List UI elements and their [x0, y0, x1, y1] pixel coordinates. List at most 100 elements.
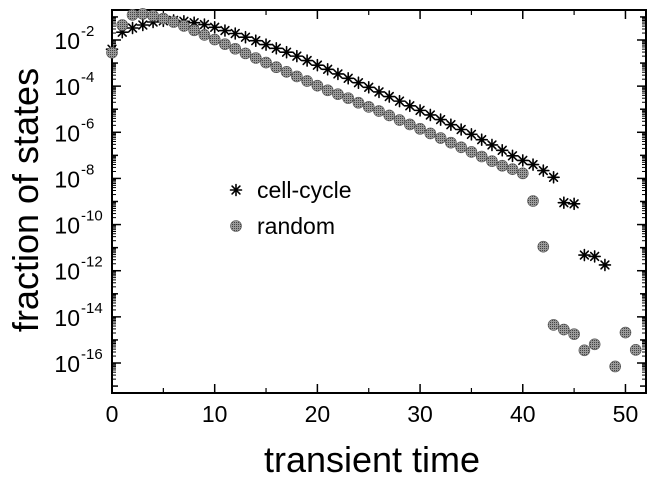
data-points: [105, 8, 642, 373]
cell-cycle-point: [259, 38, 273, 51]
cell-cycle-point: [208, 20, 221, 34]
cell-cycle-point: [495, 143, 509, 157]
random-point: [147, 9, 159, 22]
cell-cycle-point: [526, 158, 540, 171]
random-point: [198, 29, 211, 41]
x-tick-label: 40: [510, 401, 536, 427]
random-point: [249, 52, 262, 64]
y-tick-label: 10: [54, 213, 80, 239]
legend-marker-cell-cycle: [229, 183, 243, 197]
cell-cycle-point: [341, 71, 355, 85]
cell-cycle-point: [331, 67, 345, 81]
cell-cycle-point: [362, 80, 376, 94]
y-tick-exponent: -16: [81, 346, 103, 363]
y-tick-exponent: -12: [81, 254, 103, 271]
cell-cycle-point: [228, 27, 242, 40]
y-tick-label: 10: [54, 351, 80, 377]
cell-cycle-point: [516, 154, 530, 167]
random-point: [465, 146, 478, 158]
random-point: [434, 132, 447, 144]
random-point: [332, 88, 344, 101]
cell-cycle-point: [136, 18, 150, 32]
y-tick-exponent: -2: [81, 23, 94, 40]
x-tick-label: 10: [202, 401, 228, 427]
random-point: [588, 338, 601, 351]
legend-label: random: [257, 213, 335, 239]
y-tick-exponent: -4: [81, 69, 94, 86]
cell-cycle-point: [321, 62, 334, 76]
random-point: [609, 360, 621, 373]
random-point: [568, 328, 580, 340]
legend: cell-cycle random: [229, 177, 352, 239]
random-point: [116, 19, 129, 31]
cell-cycle-point: [198, 18, 211, 31]
cell-cycle-point: [598, 258, 612, 272]
y-tick-label: 10: [54, 166, 80, 192]
cell-cycle-point: [434, 113, 447, 126]
cell-cycle-point: [352, 76, 365, 89]
cell-cycle-point: [300, 54, 314, 67]
random-point: [373, 105, 385, 117]
cell-cycle-point: [280, 45, 293, 59]
cell-cycle-point: [588, 250, 601, 263]
random-point: [239, 47, 252, 60]
x-tick-label: 0: [106, 401, 119, 427]
cell-cycle-point: [403, 99, 417, 113]
random-point: [527, 195, 539, 207]
cell-cycle-point: [485, 138, 499, 152]
random-point: [455, 141, 467, 154]
random-point: [362, 101, 375, 113]
y-axis-title: fraction of states: [5, 68, 46, 332]
legend-label: cell-cycle: [257, 177, 352, 203]
cell-cycle-point: [290, 49, 304, 63]
cell-cycle-point: [218, 24, 232, 37]
random-point: [219, 38, 231, 50]
random-point: [475, 150, 488, 163]
random-point: [537, 240, 550, 253]
random-point: [342, 92, 354, 104]
cell-cycle-point: [249, 34, 263, 47]
random-point: [578, 344, 591, 357]
cell-cycle-point: [444, 118, 458, 131]
cell-cycle-point: [126, 21, 139, 35]
series-random: [106, 8, 642, 373]
cell-cycle-point: [413, 104, 427, 117]
random-point: [496, 159, 509, 172]
random-point: [167, 16, 180, 28]
random-point: [229, 42, 242, 55]
y-tick-label: 10: [54, 305, 80, 331]
random-point: [106, 46, 118, 59]
cell-cycle-point: [506, 149, 519, 163]
x-axis-title: transient time: [264, 439, 480, 480]
cell-cycle-point: [372, 85, 386, 99]
random-point: [260, 56, 272, 69]
random-point: [619, 326, 632, 339]
y-tick-exponent: -14: [81, 300, 103, 317]
y-tick-exponent: -6: [81, 115, 94, 132]
cell-cycle-point: [311, 58, 324, 72]
random-point: [137, 8, 149, 20]
random-point: [188, 24, 200, 37]
legend-marker-random: [230, 220, 242, 232]
cell-cycle-point: [475, 133, 488, 146]
random-point: [321, 84, 334, 97]
random-point: [629, 344, 642, 356]
random-point: [301, 75, 313, 87]
cell-cycle-point: [547, 170, 560, 184]
random-point: [414, 123, 426, 135]
random-point: [270, 61, 283, 74]
random-point: [280, 66, 293, 78]
random-point: [383, 109, 396, 122]
cell-cycle-point: [557, 196, 571, 209]
random-point: [157, 12, 170, 25]
cell-cycle-point: [465, 128, 478, 141]
random-point: [126, 9, 139, 21]
y-tick-label: 10: [54, 28, 80, 54]
random-point: [208, 33, 221, 46]
random-point: [352, 96, 365, 109]
x-tick-labels: 0 10 20 30 40 50: [106, 401, 639, 427]
cell-cycle-point: [382, 90, 396, 103]
random-point: [178, 20, 190, 32]
